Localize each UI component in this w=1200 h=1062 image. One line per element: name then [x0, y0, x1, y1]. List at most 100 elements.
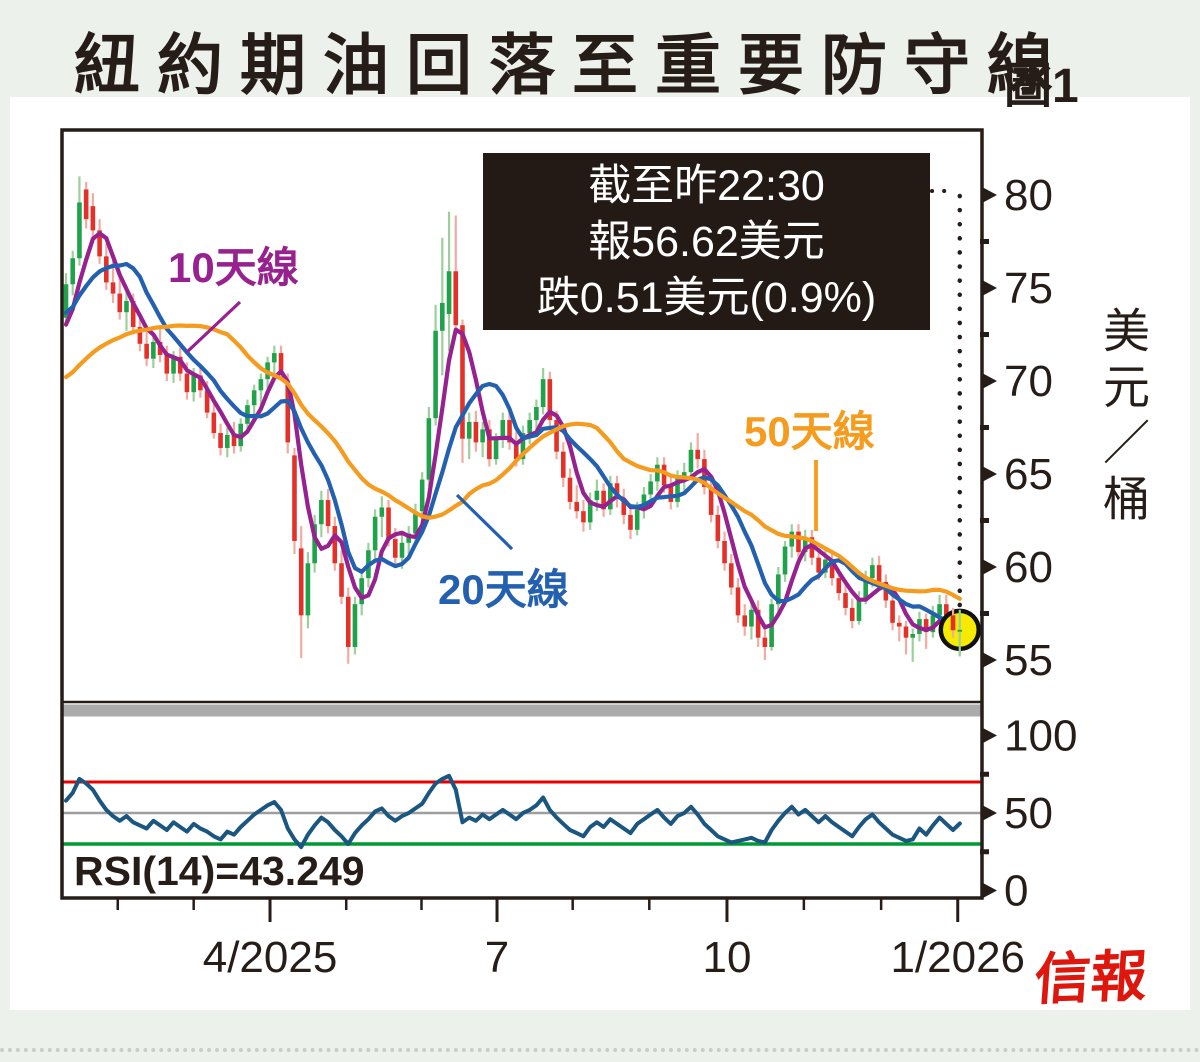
ma50-label: 50天線 — [744, 408, 875, 455]
page-title: 紐約期油回落至重要防守線 — [74, 28, 1070, 102]
candle-body — [97, 230, 102, 257]
candle-body — [137, 327, 143, 344]
candle-body — [749, 609, 754, 627]
candle-body — [164, 354, 170, 374]
candle-body — [614, 483, 620, 499]
candle-body — [641, 494, 647, 510]
candle-body — [594, 490, 600, 501]
candle-body — [419, 479, 425, 512]
candle-body — [466, 421, 472, 439]
candle-body — [231, 434, 237, 447]
candle-body — [789, 531, 795, 547]
candle-body — [856, 598, 862, 621]
price-tick-label: 70 — [1004, 357, 1053, 406]
price-unit-label: 美元／桶 — [1096, 306, 1149, 530]
price-minor-tick — [980, 611, 989, 616]
candle-body — [453, 271, 459, 326]
candle-body — [755, 609, 761, 638]
candle-body — [688, 449, 694, 473]
candle-body — [728, 563, 734, 588]
candle-body — [554, 420, 559, 452]
candle-body — [816, 557, 821, 573]
candle-body — [634, 509, 640, 530]
candle-body — [500, 420, 506, 439]
rsi-tick-arrow — [982, 727, 997, 744]
candle-body — [460, 325, 465, 439]
candle-body — [668, 485, 674, 502]
candle-body — [272, 353, 277, 363]
candle-body — [560, 451, 566, 478]
candle-body — [930, 615, 936, 633]
rsi-tick-arrow — [982, 882, 997, 899]
rsi-minor-tick — [980, 849, 989, 855]
candle-body — [433, 330, 438, 419]
candle-body — [843, 593, 848, 608]
figure-label: 圖1 — [1004, 60, 1079, 113]
price-tick-arrow — [982, 373, 997, 389]
candle-body — [695, 449, 700, 460]
candle-body — [325, 500, 331, 527]
last-quote-info-box: 截至昨22:30 報56.62美元 跌0.51美元(0.9%) — [483, 153, 930, 330]
plot-border — [60, 128, 984, 900]
candle-body — [655, 464, 660, 482]
candle-body — [399, 542, 405, 558]
price-tick-arrow — [982, 280, 997, 296]
ma10-label: 10天線 — [168, 244, 299, 291]
ma20-pointer — [455, 493, 514, 551]
candle-body — [796, 531, 801, 553]
candle-body — [278, 353, 284, 372]
perforation-dotted-line — [0, 1048, 1200, 1052]
candle-body — [601, 490, 606, 510]
candle-body — [493, 438, 499, 460]
x-tick-label: 7 — [485, 933, 509, 982]
ma-5-line — [63, 231, 962, 633]
candle-body — [110, 282, 116, 294]
price-tick-label: 65 — [1004, 450, 1053, 499]
candle-body — [507, 420, 512, 443]
candle-body — [829, 559, 835, 579]
candle-body — [903, 626, 909, 638]
candle-body — [90, 206, 96, 231]
x-tick-label: 1/2026 — [890, 933, 1025, 982]
candle-body — [305, 563, 311, 616]
quote-asof-line: 截至昨22:30 — [588, 161, 825, 210]
ma10-pointer — [185, 300, 242, 354]
candle-body — [937, 604, 942, 616]
candle-body — [332, 526, 338, 564]
candle-body — [224, 434, 230, 448]
candle-body — [184, 373, 190, 393]
candle-body — [735, 587, 741, 616]
rsi-tick-arrow — [982, 805, 997, 821]
candle-body — [944, 604, 949, 616]
pane-separator-bar — [62, 704, 982, 717]
candle-body — [876, 565, 882, 582]
candle-body — [722, 540, 727, 564]
price-minor-tick — [980, 518, 989, 523]
candle-body — [608, 483, 613, 510]
candle-body — [849, 607, 855, 621]
price-tick-label: 55 — [1004, 636, 1053, 685]
candle-body — [890, 600, 895, 623]
candle-body — [191, 375, 196, 393]
price-tick-label: 75 — [1004, 264, 1053, 313]
x-tick-label: 10 — [703, 933, 752, 982]
candle-body — [581, 511, 586, 523]
price-minor-tick — [980, 332, 989, 337]
candle-body — [63, 284, 69, 318]
candle-body — [574, 501, 580, 512]
candle-body — [379, 507, 385, 517]
candle-body — [681, 472, 687, 478]
candle-body — [896, 622, 902, 627]
candle-body — [312, 524, 317, 564]
candle-body — [534, 407, 539, 421]
price-tick-arrow — [982, 466, 997, 482]
rsi-minor-tick — [980, 771, 989, 777]
candle-body — [628, 514, 633, 530]
candle-body — [762, 637, 768, 647]
candle-body — [446, 271, 452, 315]
candle-body — [319, 500, 324, 525]
price-tick-arrow — [982, 652, 997, 668]
candle-body — [218, 433, 223, 448]
ma-10-line — [63, 261, 962, 627]
rsi-tick-label: 0 — [1004, 867, 1028, 916]
